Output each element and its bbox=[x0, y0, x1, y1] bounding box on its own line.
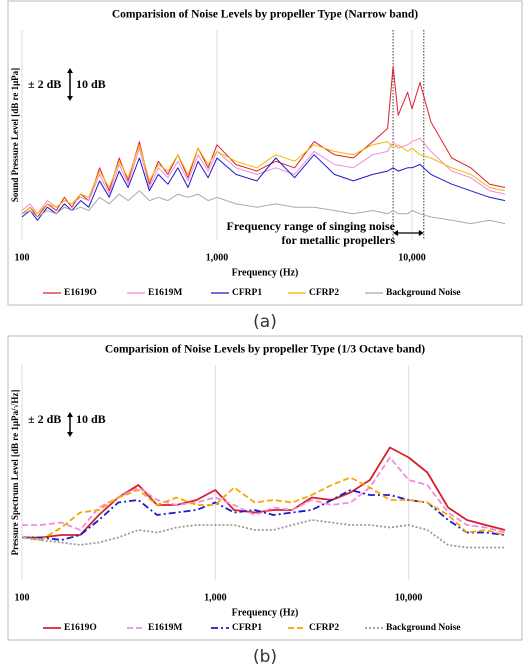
annotation: ± 2 dB bbox=[28, 412, 61, 426]
scale-arrow bbox=[67, 412, 73, 437]
series-line bbox=[22, 489, 506, 541]
series-line bbox=[21, 65, 506, 218]
series-line bbox=[22, 456, 506, 534]
x-tick-label: 10,000 bbox=[398, 252, 426, 263]
series-line bbox=[21, 519, 505, 549]
legend-label: E1619O bbox=[64, 288, 97, 298]
panel-frame bbox=[7, 335, 523, 641]
legend-label: CFRP2 bbox=[309, 288, 339, 298]
annotation: Frequency range of singing noise bbox=[227, 219, 396, 233]
legend-label: Background Noise bbox=[386, 288, 461, 298]
x-tick-label: 1,000 bbox=[206, 252, 229, 263]
x-tick-label: 100 bbox=[15, 592, 30, 603]
x-axis-label: Frequency (Hz) bbox=[232, 607, 299, 618]
series-line bbox=[21, 154, 506, 221]
panel-caption: (a) bbox=[253, 312, 277, 332]
legend-label: CFRP1 bbox=[232, 623, 262, 633]
legend-label: CFRP1 bbox=[232, 288, 262, 298]
series-line bbox=[21, 141, 506, 215]
annotation: 10 dB bbox=[76, 412, 106, 426]
series-line bbox=[21, 137, 506, 215]
legend-label: E1619M bbox=[148, 623, 182, 633]
panel-caption: (b) bbox=[253, 647, 277, 667]
annotation: for metallic propellers bbox=[281, 233, 395, 247]
legend-label: Background Noise bbox=[386, 623, 461, 633]
x-tick-label: 100 bbox=[15, 252, 30, 263]
y-axis-label: Pressure Spectrum Level [dB re 1μPa/√Hz] bbox=[10, 390, 20, 556]
legend-label: E1619O bbox=[64, 623, 97, 633]
legend-label: E1619M bbox=[148, 288, 182, 298]
panel-frame bbox=[7, 0, 523, 306]
x-tick-label: 1,000 bbox=[204, 592, 227, 603]
annotation: 10 dB bbox=[76, 77, 106, 91]
y-axis-label: Sound Pressure Level [dB re 1μPa] bbox=[10, 68, 20, 202]
chart-title: Comparision of Noise Levels by propeller… bbox=[105, 344, 425, 356]
x-tick-label: 10,000 bbox=[395, 592, 423, 603]
annotation: ± 2 dB bbox=[28, 77, 61, 91]
x-axis-label: Frequency (Hz) bbox=[232, 267, 299, 278]
chart-title: Comparision of Noise Levels by propeller… bbox=[112, 9, 418, 21]
series-line bbox=[21, 190, 506, 225]
series-line bbox=[22, 446, 506, 539]
legend-label: CFRP2 bbox=[309, 623, 339, 633]
